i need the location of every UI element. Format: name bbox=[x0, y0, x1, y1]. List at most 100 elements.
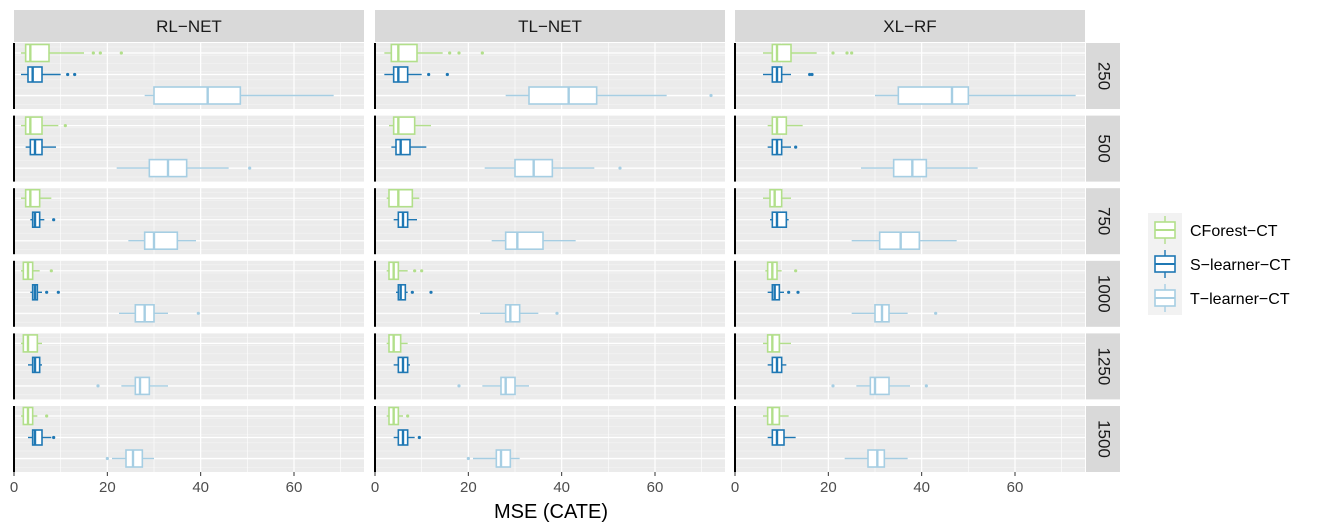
outlier-point bbox=[105, 456, 109, 461]
legend-item: S−learner−CT bbox=[1148, 247, 1291, 281]
column-strip bbox=[375, 10, 725, 42]
outlier-point bbox=[850, 51, 854, 55]
panel-background bbox=[14, 188, 364, 255]
outlier-point bbox=[794, 145, 798, 149]
x-tick-label: 40 bbox=[553, 479, 570, 496]
row-strip bbox=[1086, 115, 1120, 182]
outlier-point bbox=[52, 435, 56, 440]
facet-panel bbox=[374, 188, 725, 255]
box-iqr bbox=[771, 43, 792, 63]
outlier-point bbox=[45, 290, 49, 294]
box-iqr bbox=[528, 86, 598, 105]
row-strip bbox=[1086, 260, 1120, 327]
boxplot-t-learner-ct bbox=[480, 303, 559, 323]
outlier-point bbox=[457, 384, 461, 388]
box-iqr bbox=[495, 449, 512, 468]
column-strip-label: XL−RF bbox=[883, 17, 936, 36]
outlier-point bbox=[831, 384, 835, 388]
boxplot-s-learner-ct bbox=[393, 429, 421, 446]
outlier-point bbox=[480, 51, 484, 55]
boxplot-s-learner-ct bbox=[393, 356, 410, 374]
box-iqr bbox=[395, 138, 411, 156]
facet-panel bbox=[374, 115, 725, 182]
x-tick-label: 40 bbox=[192, 479, 209, 496]
row-strip bbox=[1086, 333, 1120, 400]
legend-label: T−learner−CT bbox=[1190, 291, 1290, 308]
boxplot-t-learner-ct bbox=[875, 86, 1076, 105]
panels-layer: RL−NET TL−NET XL−RF 250 500 750 1000 1250 1500 bbox=[13, 10, 1120, 472]
boxplot-cforest-ct bbox=[767, 116, 803, 135]
boxplot-t-learner-ct bbox=[466, 449, 520, 468]
box-iqr bbox=[390, 43, 418, 63]
facet-panel bbox=[734, 188, 1085, 255]
outlier-point bbox=[831, 51, 835, 55]
boxplot-s-learner-ct bbox=[391, 138, 427, 156]
outlier-point bbox=[56, 290, 60, 294]
boxplot-cforest-ct bbox=[21, 43, 123, 63]
boxplot-cforest-ct bbox=[21, 261, 53, 281]
outlier-point bbox=[52, 218, 56, 222]
facet-panel bbox=[374, 333, 725, 400]
facet-panel bbox=[13, 115, 364, 182]
facet-panel bbox=[13, 406, 364, 472]
boxplot-t-learner-ct bbox=[128, 231, 196, 250]
boxplot-s-learner-ct bbox=[384, 66, 449, 83]
row-strip-label: 250 bbox=[1095, 62, 1114, 90]
x-tick-label: 60 bbox=[286, 479, 303, 496]
boxplot-cforest-ct bbox=[763, 43, 854, 63]
x-tick-label: 0 bbox=[371, 479, 379, 496]
boxplot-cforest-ct bbox=[21, 188, 52, 208]
boxplot-cforest-ct bbox=[763, 406, 789, 426]
boxplot-cforest-ct bbox=[384, 43, 484, 63]
boxplot-t-learner-ct bbox=[105, 449, 154, 468]
boxplot-cforest-ct bbox=[21, 334, 42, 353]
x-axis-ticks: 0 20 40 60 0 20 40 60 0 20 40 60 bbox=[10, 472, 1024, 496]
outlier-point bbox=[98, 51, 102, 55]
legend-label: CForest−CT bbox=[1190, 223, 1278, 240]
box-iqr bbox=[771, 211, 788, 228]
panel-background bbox=[375, 406, 725, 472]
outlier-point bbox=[73, 72, 77, 77]
facet-panel bbox=[734, 43, 1085, 109]
boxplot-s-learner-ct bbox=[770, 211, 789, 228]
box-iqr bbox=[392, 116, 416, 135]
boxplot-cforest-ct bbox=[21, 116, 67, 135]
boxplot-s-learner-ct bbox=[767, 283, 800, 301]
outlier-point bbox=[413, 269, 417, 273]
boxplot-t-learner-ct bbox=[861, 158, 978, 178]
outlier-point bbox=[196, 311, 200, 315]
column-strip-label: RL−NET bbox=[156, 17, 222, 36]
outlier-point bbox=[808, 72, 812, 77]
boxplot-t-learner-ct bbox=[505, 86, 713, 105]
box-iqr bbox=[869, 376, 890, 396]
legend-item: CForest−CT bbox=[1148, 213, 1278, 247]
panel-background bbox=[375, 333, 725, 400]
outlier-point bbox=[429, 290, 433, 294]
boxplot-t-learner-ct bbox=[484, 158, 622, 178]
box-iqr bbox=[153, 86, 242, 105]
box-iqr bbox=[143, 231, 179, 250]
column-strip bbox=[735, 10, 1085, 42]
outlier-point bbox=[796, 290, 800, 294]
outlier-point bbox=[420, 269, 424, 273]
boxplot-s-learner-ct bbox=[25, 138, 56, 156]
facet-panel bbox=[13, 188, 364, 255]
box-iqr bbox=[892, 158, 928, 178]
boxplot-t-learner-ct bbox=[116, 158, 252, 178]
outlier-point bbox=[448, 51, 452, 55]
x-tick-label: 60 bbox=[1007, 479, 1024, 496]
outlier-point bbox=[45, 414, 49, 418]
boxplot-s-learner-ct bbox=[21, 66, 77, 83]
box-iqr bbox=[134, 376, 151, 396]
legend-label: S−learner−CT bbox=[1190, 257, 1291, 274]
boxplot-t-learner-ct bbox=[119, 303, 200, 323]
boxplot-s-learner-ct bbox=[396, 283, 433, 301]
facet-panel bbox=[13, 43, 364, 109]
x-tick-label: 20 bbox=[460, 479, 477, 496]
row-strip-label: 750 bbox=[1095, 207, 1114, 235]
facet-panel bbox=[13, 333, 364, 400]
outlier-point bbox=[810, 72, 814, 77]
outlier-point bbox=[618, 166, 622, 170]
facet-panel bbox=[734, 115, 1085, 182]
